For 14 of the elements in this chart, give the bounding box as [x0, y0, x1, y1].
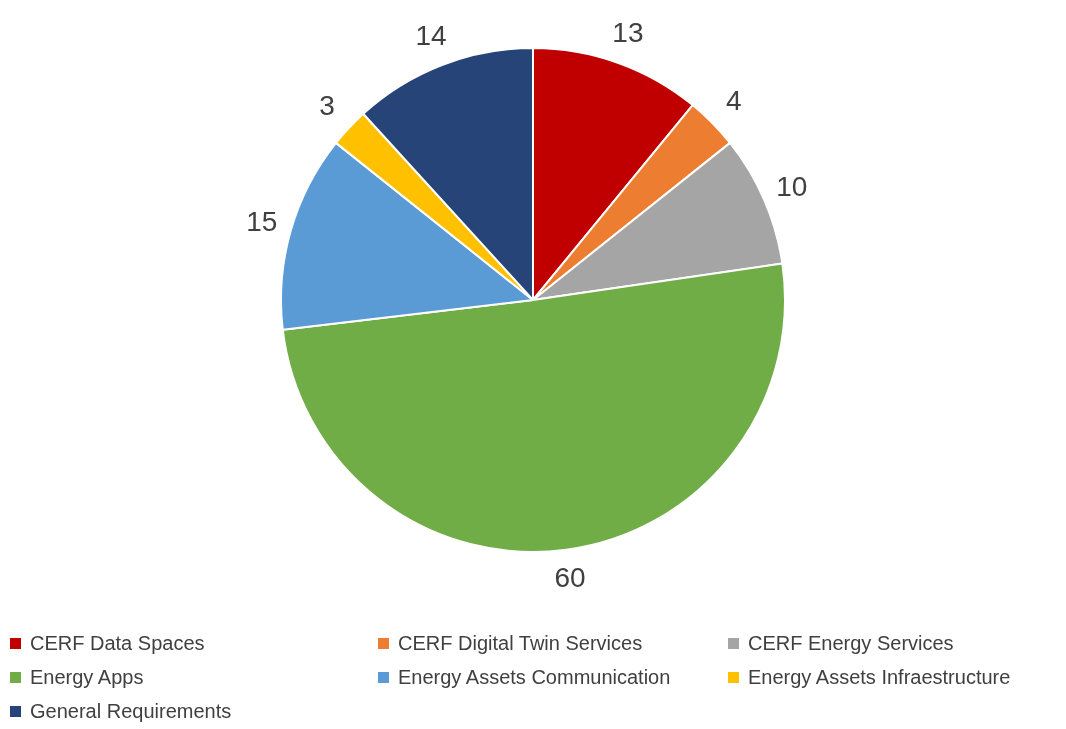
data-label: 10: [776, 170, 808, 202]
data-label: 4: [725, 84, 742, 116]
legend-label: Energy Assets Infraestructure: [748, 666, 1011, 689]
legend-label: CERF Data Spaces: [30, 632, 205, 655]
legend-label: CERF Digital Twin Services: [398, 632, 643, 655]
legend-label: CERF Energy Services: [748, 632, 954, 655]
data-label: 60: [554, 562, 586, 594]
legend-label: Energy Apps: [30, 666, 144, 689]
data-label: 14: [415, 19, 447, 51]
data-label: 3: [319, 90, 335, 121]
legend-label: Energy Assets Communication: [398, 666, 671, 689]
data-label: 13: [612, 17, 644, 49]
legend-label: General Requirements: [30, 700, 232, 723]
data-label: 15: [246, 205, 278, 237]
